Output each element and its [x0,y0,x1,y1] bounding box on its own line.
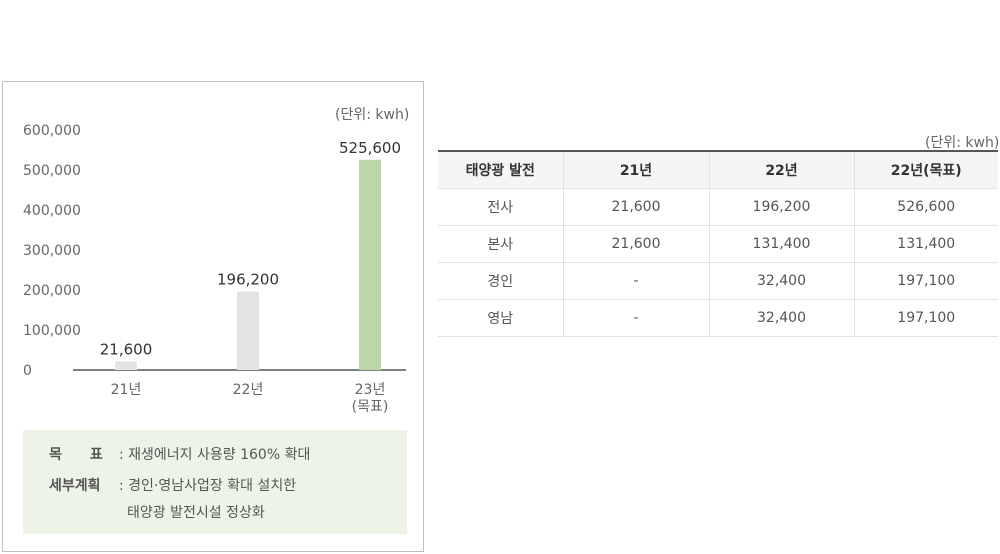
table-header-cell: 22년 [708,150,855,189]
table-row: 본사 21,600 131,400 131,400 [438,225,998,263]
goal-target-text: : 재생에너지 사용량 160% 확대 [119,447,311,463]
x-category-label: 21년 [111,382,142,398]
chart-panel: (단위: kwh) 0 100,000 200,000 300,000 400,000 5… [2,81,424,552]
bar [237,291,259,370]
table-cell: - [562,262,710,300]
y-tick-label: 100,000 [23,323,81,339]
table-cell: 본사 [438,225,564,263]
table-cell: 131,400 [708,225,855,263]
table-header-cell: 21년 [562,150,710,189]
y-tick-label: 200,000 [23,283,81,299]
x-category-label: 22년 [233,382,264,398]
x-category-label: (목표) [352,399,389,415]
table-header-cell: 22년(목표) [853,150,998,189]
table-cell: 21,600 [562,225,710,263]
table-cell: 526,600 [853,188,998,226]
y-tick-label: 0 [23,363,32,379]
table-unit-label: (단위: kwh) [925,135,1000,151]
table-header-row: 태양광 발전 21년 22년 22년(목표) [438,150,998,189]
table-row: 경인 - 32,400 197,100 [438,262,998,300]
table-cell: 경인 [438,262,564,300]
table-header-cell: 태양광 발전 [438,150,564,189]
table-row: 전사 21,600 196,200 526,600 [438,188,998,226]
solar-generation-table: 태양광 발전 21년 22년 22년(목표) 전사 21,600 196,200… [438,150,998,337]
goal-plan-text-line2: 태양광 발전시설 정상화 [127,505,265,521]
bar-value-label: 525,600 [339,139,401,157]
table-cell: - [562,299,710,337]
bar-value-label: 196,200 [217,271,279,289]
goal-target-key: 목 표 [49,447,103,463]
y-tick-label: 300,000 [23,243,81,259]
y-tick-label: 500,000 [23,163,81,179]
table-cell: 21,600 [562,188,710,226]
table-cell: 영남 [438,299,564,337]
goal-plan-text-line1: : 경인·영남사업장 확대 설치한 [119,478,297,494]
bar-chart: 0 100,000 200,000 300,000 400,000 500,000 600,… [23,123,406,415]
x-category-label: 23년 [355,382,386,398]
table-cell: 전사 [438,188,564,226]
y-tick-label: 600,000 [23,123,81,139]
goal-summary-box: 목 표 : 재생에너지 사용량 160% 확대 세부계획 : 경인·영남사업장 … [23,430,407,534]
table-row: 영남 - 32,400 197,100 [438,299,998,337]
bar [359,159,381,370]
table-cell: 131,400 [853,225,998,263]
y-tick-label: 400,000 [23,203,81,219]
goal-plan-key: 세부계획 [49,478,101,494]
bar-value-label: 21,600 [100,340,153,358]
table-cell: 32,400 [708,299,855,337]
chart-unit-label: (단위: kwh) [335,107,410,123]
table-cell: 197,100 [853,299,998,337]
table-cell: 197,100 [853,262,998,300]
bar [115,361,137,370]
table-cell: 196,200 [708,188,855,226]
table-cell: 32,400 [708,262,855,300]
